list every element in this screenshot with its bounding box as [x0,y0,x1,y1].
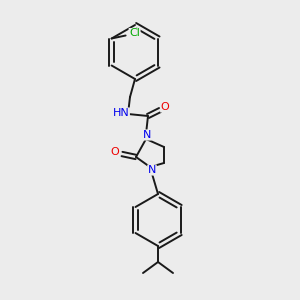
Text: O: O [111,147,119,157]
Text: Cl: Cl [129,28,140,38]
Text: N: N [148,165,156,175]
Text: O: O [160,102,169,112]
Text: N: N [143,130,151,140]
Text: HN: HN [112,108,129,118]
